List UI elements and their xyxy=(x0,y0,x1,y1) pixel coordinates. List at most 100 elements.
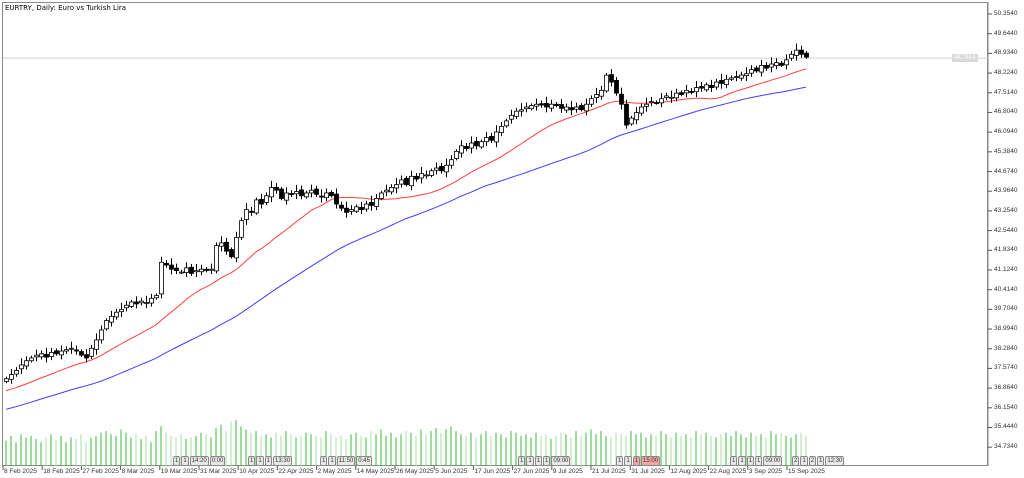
candle xyxy=(674,92,679,99)
candle xyxy=(29,357,34,362)
candle xyxy=(164,263,169,266)
candle xyxy=(469,142,474,149)
price-label: 42.5440 xyxy=(994,226,1018,234)
candle xyxy=(639,106,644,114)
candle xyxy=(634,112,639,121)
event-marker[interactable]: 1 xyxy=(526,456,534,466)
event-marker[interactable]: 15:00 xyxy=(641,456,661,466)
candle xyxy=(734,76,739,78)
candle xyxy=(209,268,214,271)
candle xyxy=(609,74,614,83)
candle xyxy=(769,63,774,68)
candle xyxy=(804,52,809,58)
candle xyxy=(99,329,104,341)
event-marker[interactable]: 0:00 xyxy=(209,456,226,466)
candle xyxy=(439,165,444,172)
event-marker[interactable]: 1 xyxy=(632,456,641,466)
candle xyxy=(524,106,529,110)
price-label: 45.3840 xyxy=(994,147,1018,155)
event-marker[interactable]: 1 xyxy=(817,456,825,466)
event-marker[interactable]: 1 xyxy=(730,456,738,466)
candle xyxy=(239,220,244,238)
price-label: 44.6740 xyxy=(994,167,1018,175)
candle xyxy=(159,261,164,295)
event-marker[interactable]: 09:00 xyxy=(763,456,783,466)
event-marker[interactable]: 12:30 xyxy=(825,456,845,466)
event-marker[interactable]: 14:20 xyxy=(189,456,209,466)
event-group[interactable]: 1 1 1 13:30 xyxy=(248,456,293,466)
event-marker[interactable]: 1 xyxy=(248,456,256,466)
candle xyxy=(109,315,114,323)
candle xyxy=(679,92,684,95)
candle xyxy=(584,103,589,112)
event-marker[interactable]: 1 xyxy=(181,456,189,466)
event-marker[interactable]: 2 xyxy=(792,456,800,466)
candle xyxy=(519,109,524,112)
chart-title: EURTRY, Daily: Euro vs Turkish Lira xyxy=(5,4,127,12)
candle xyxy=(644,103,649,107)
candle xyxy=(419,173,424,179)
event-marker[interactable]: 09:00 xyxy=(551,456,571,466)
price-label: 41.1240 xyxy=(994,265,1018,273)
event-marker[interactable]: 13:30 xyxy=(273,456,293,466)
candle xyxy=(154,295,159,299)
date-label: 12 Aug 2025 xyxy=(670,468,707,475)
candle xyxy=(599,89,604,97)
event-marker[interactable]: 0:45 xyxy=(356,456,372,466)
candle xyxy=(69,347,74,350)
candle xyxy=(724,78,729,85)
event-group[interactable]: 1 1 1 15:00 xyxy=(616,456,661,466)
candle xyxy=(784,59,789,66)
event-marker[interactable]: 1 xyxy=(616,456,624,466)
event-marker[interactable]: 1 xyxy=(755,456,763,466)
candle xyxy=(199,268,204,273)
event-marker[interactable]: 1 xyxy=(800,456,808,466)
candle xyxy=(9,374,14,380)
date-label: 31 Mar 2025 xyxy=(200,468,237,475)
candle xyxy=(409,175,414,187)
event-group[interactable]: 1 1 11:50 0:45 xyxy=(320,456,372,466)
date-label: 5 Jun 2025 xyxy=(435,468,468,475)
event-group[interactable]: 1 1 1 1 09:00 xyxy=(730,456,783,466)
candle xyxy=(484,137,489,143)
candle xyxy=(264,195,269,203)
date-label: 15 Sep 2025 xyxy=(788,468,825,475)
price-label: 41.8340 xyxy=(994,246,1018,254)
event-marker[interactable]: 1 xyxy=(256,456,264,466)
event-marker[interactable]: 1 xyxy=(264,456,273,466)
candle xyxy=(394,184,399,189)
candle xyxy=(429,170,434,176)
candle xyxy=(549,103,554,109)
candle xyxy=(294,191,299,195)
event-marker[interactable]: 1 xyxy=(624,456,632,466)
event-marker[interactable]: 2 xyxy=(808,456,817,466)
price-label: 48.9340 xyxy=(994,49,1018,57)
candle xyxy=(714,81,719,88)
event-marker[interactable]: 1 xyxy=(534,456,543,466)
date-label: 19 Mar 2025 xyxy=(160,468,198,475)
event-marker[interactable]: 1 xyxy=(543,456,551,466)
event-marker[interactable]: 11:50 xyxy=(336,456,356,466)
event-group[interactable]: 1 1 1 1 09:00 xyxy=(518,456,571,466)
candle xyxy=(234,236,239,259)
candle xyxy=(659,98,664,104)
event-marker[interactable]: 1 xyxy=(518,456,526,466)
date-label: 8 Mar 2025 xyxy=(121,468,155,475)
event-marker[interactable]: 1 xyxy=(738,456,746,466)
price-label: 40.4140 xyxy=(994,285,1018,293)
event-marker[interactable]: 1 xyxy=(746,456,755,466)
candle xyxy=(274,187,279,191)
candle xyxy=(414,175,419,180)
candle xyxy=(499,126,504,133)
event-group[interactable]: 2 1 2 1 12:30 xyxy=(792,456,845,466)
candle xyxy=(459,145,464,154)
event-marker[interactable]: 1 xyxy=(320,456,328,466)
event-group[interactable]: 1 1 14:20 0:00 xyxy=(173,456,226,466)
event-marker[interactable]: 1 xyxy=(328,456,336,466)
candle xyxy=(489,136,494,141)
candle xyxy=(789,53,794,59)
candle xyxy=(554,103,559,107)
event-marker[interactable]: 1 xyxy=(173,456,181,466)
candle xyxy=(579,104,584,111)
